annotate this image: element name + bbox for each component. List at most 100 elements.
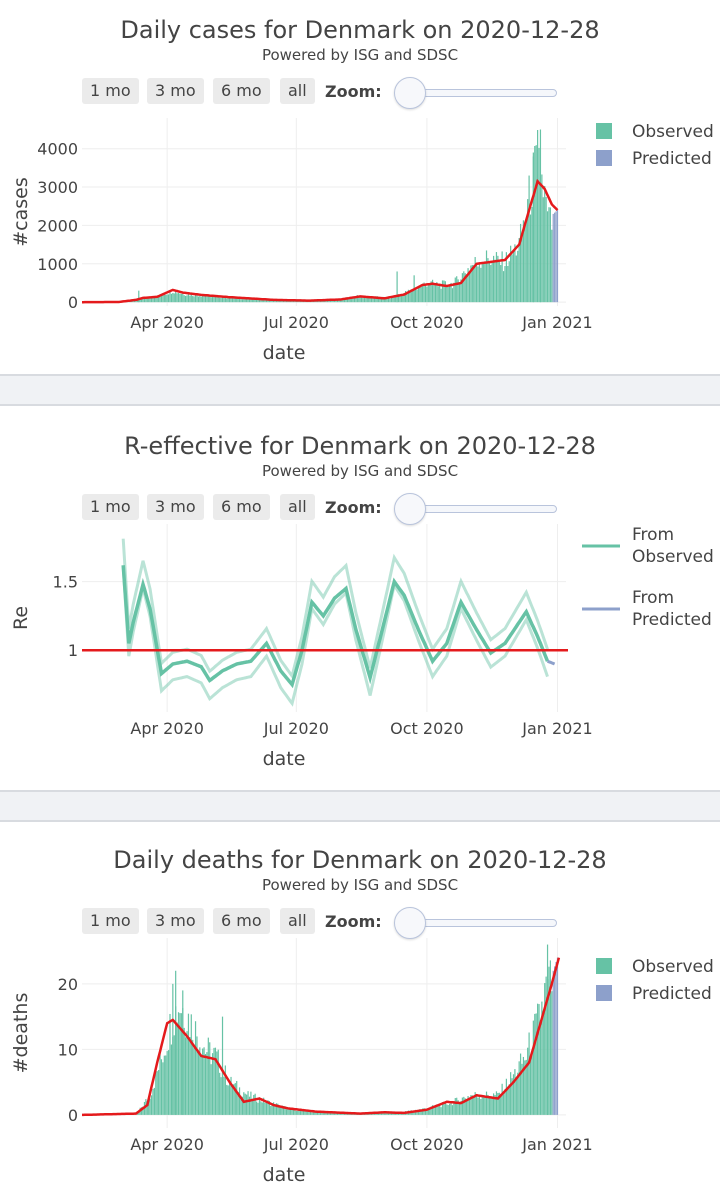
- observed-bar: [545, 197, 547, 303]
- observed-bar: [458, 1103, 461, 1115]
- zoom-slider-knob[interactable]: [394, 907, 426, 939]
- observed-bar: [322, 1112, 324, 1115]
- observed-bar: [541, 1001, 543, 1115]
- observed-bar: [487, 1094, 489, 1115]
- legend-swatch-observed: [596, 958, 612, 974]
- observed-bar: [220, 298, 222, 303]
- observed-bar: [160, 295, 163, 303]
- observed-bar: [192, 295, 194, 303]
- observed-bar: [257, 1102, 259, 1115]
- observed-bar: [539, 129, 542, 303]
- predicted-bar: [555, 211, 557, 303]
- observed-bar: [446, 1104, 448, 1115]
- observed-bar: [251, 1098, 253, 1115]
- observed-bar: [488, 262, 490, 303]
- observed-bar: [433, 1106, 435, 1115]
- legend-swatch-predicted: [596, 150, 612, 166]
- observed-bar: [441, 1102, 444, 1115]
- zoom-slider-knob[interactable]: [394, 77, 426, 109]
- observed-bar: [403, 293, 405, 303]
- observed-bar: [307, 1111, 309, 1115]
- observed-bar: [268, 299, 270, 303]
- observed-bar: [204, 296, 207, 303]
- observed-bar: [416, 289, 418, 303]
- observed-bar: [264, 1102, 266, 1115]
- observed-bar: [302, 1109, 305, 1115]
- legend-label-observed: Observed: [632, 122, 714, 142]
- range-6mo-button[interactable]: 6 mo: [213, 494, 270, 520]
- range-all-button[interactable]: all: [280, 908, 315, 934]
- observed-bar: [430, 281, 432, 303]
- x-tick-label: Oct 2020: [390, 719, 463, 738]
- range-all-button[interactable]: all: [280, 494, 315, 520]
- range-1mo-button[interactable]: 1 mo: [82, 78, 139, 104]
- observed-bar: [502, 1094, 505, 1115]
- range-1mo-button[interactable]: 1 mo: [82, 908, 139, 934]
- observed-bar: [457, 1100, 459, 1115]
- observed-bar: [484, 1096, 486, 1115]
- range-1mo-button[interactable]: 1 mo: [82, 494, 139, 520]
- observed-bar: [346, 297, 349, 303]
- observed-bar: [199, 295, 201, 303]
- observed-bar: [196, 295, 198, 303]
- observed-bar: [186, 295, 188, 303]
- observed-bar: [433, 283, 435, 303]
- range-6mo-button[interactable]: 6 mo: [213, 78, 270, 104]
- observed-bar: [405, 290, 407, 303]
- observed-bar: [449, 1103, 451, 1115]
- observed-bar: [250, 298, 252, 303]
- observed-bar: [437, 1106, 439, 1115]
- observed-bar: [318, 1111, 320, 1115]
- observed-bar: [397, 294, 400, 303]
- lower-bound-line: [121, 566, 549, 707]
- observed-bar: [380, 1113, 383, 1115]
- observed-bar: [214, 295, 217, 303]
- observed-bar: [227, 1085, 229, 1115]
- range-3mo-button[interactable]: 3 mo: [147, 908, 204, 934]
- observed-bar: [197, 1052, 199, 1115]
- range-6mo-button[interactable]: 6 mo: [213, 908, 270, 934]
- y-tick-label: 3000: [37, 178, 78, 197]
- predicted-bar: [554, 212, 556, 303]
- observed-bar: [426, 1109, 428, 1115]
- observed-bar: [233, 297, 235, 303]
- observed-bar: [549, 960, 551, 1115]
- observed-bar: [521, 1063, 523, 1115]
- observed-bar: [385, 1112, 387, 1115]
- observed-bar: [194, 293, 197, 303]
- observed-bar: [187, 293, 190, 303]
- observed-bar: [477, 1097, 479, 1115]
- observed-bar: [392, 1113, 394, 1115]
- observed-bar: [152, 1088, 154, 1115]
- observed-bar: [362, 297, 364, 303]
- zoom-slider-knob[interactable]: [394, 493, 426, 525]
- range-3mo-button[interactable]: 3 mo: [147, 78, 204, 104]
- observed-bar: [416, 1110, 418, 1115]
- observed-bar: [294, 1108, 296, 1115]
- observed-bar: [449, 285, 451, 303]
- observed-re-line: [121, 565, 550, 689]
- observed-bar: [515, 255, 517, 303]
- observed-bar: [494, 1095, 496, 1115]
- y-tick-label: 2000: [37, 216, 78, 235]
- observed-bar: [216, 295, 218, 303]
- observed-bar: [399, 294, 401, 303]
- observed-bar: [396, 1113, 398, 1115]
- observed-bar: [519, 1053, 522, 1115]
- observed-bar: [138, 290, 140, 303]
- y-tick-label: 0: [68, 293, 78, 312]
- observed-bar: [383, 296, 385, 303]
- observed-bar: [444, 1101, 446, 1115]
- observed-bar: [231, 298, 234, 303]
- observed-bar: [312, 1111, 314, 1115]
- observed-bar: [180, 1013, 182, 1115]
- reff-chart: Apr 2020 Jul 2020 Oct 2020 Jan 2021 1 1.5 date…: [10, 524, 714, 770]
- observed-bar: [238, 1087, 241, 1115]
- observed-bar: [427, 1108, 429, 1115]
- observed-bar: [213, 1047, 215, 1115]
- observed-bar: [356, 295, 358, 303]
- range-3mo-button[interactable]: 3 mo: [147, 494, 204, 520]
- range-all-button[interactable]: all: [280, 78, 315, 104]
- observed-bar: [434, 283, 437, 303]
- observed-bar: [510, 245, 512, 303]
